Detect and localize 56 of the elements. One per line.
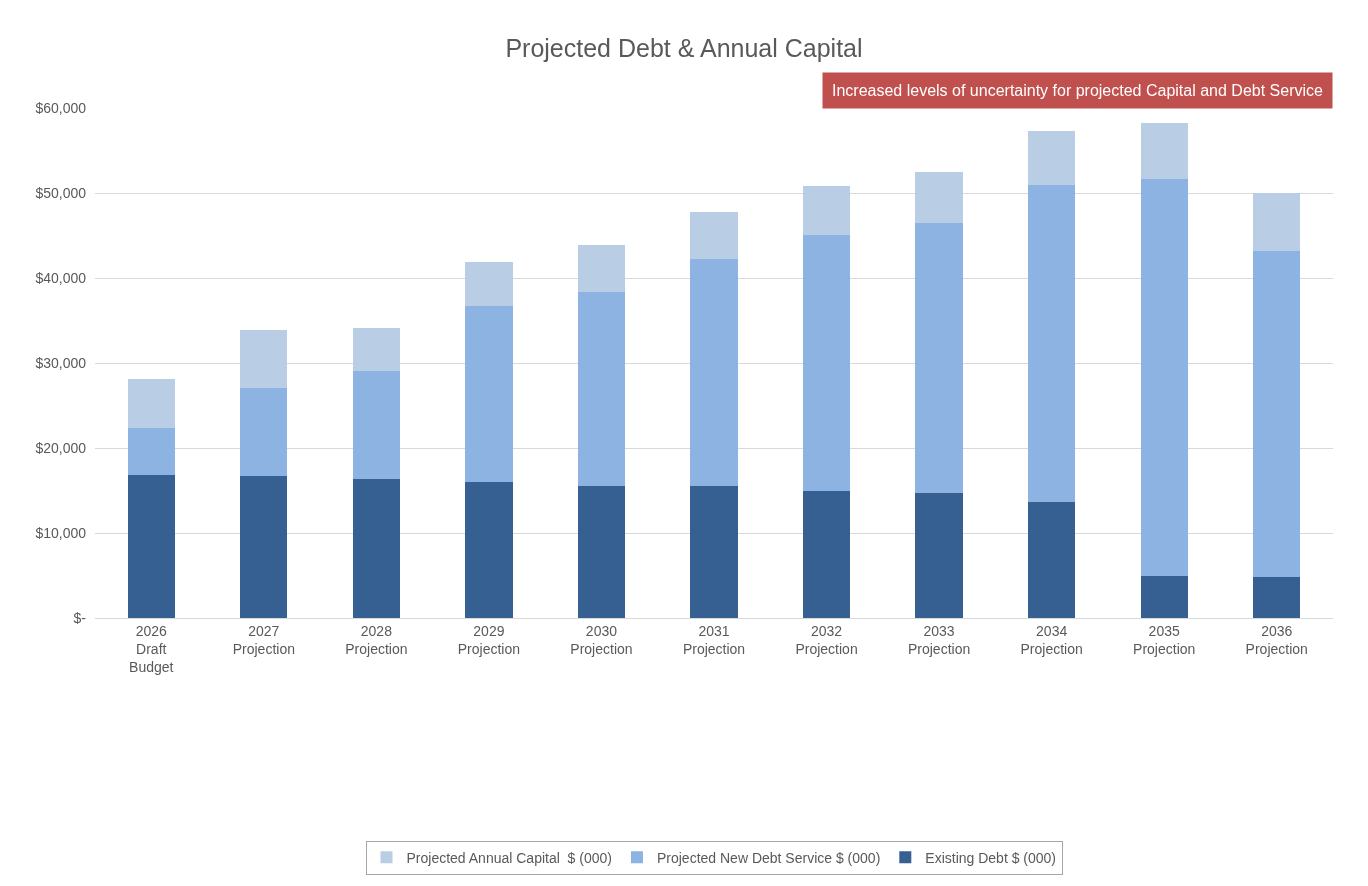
x-tick-label: 2028 Projection — [345, 622, 408, 657]
y-tick-label: $50,000 — [35, 184, 87, 201]
bar — [577, 291, 626, 487]
bar — [1140, 179, 1188, 577]
bar — [1140, 123, 1188, 180]
y-tick-label: $- — [73, 609, 87, 626]
bar — [577, 486, 626, 618]
bar — [915, 171, 963, 223]
y-tick-label: $40,000 — [35, 269, 87, 286]
bar — [127, 427, 175, 476]
x-tick-label: 2033 Projection — [907, 622, 971, 657]
bar — [802, 186, 851, 235]
y-tick-label: $10,000 — [35, 524, 87, 541]
bar — [465, 306, 513, 482]
x-tick-label: 2034 Projection — [1020, 622, 1083, 657]
bar — [240, 476, 288, 618]
bar — [465, 482, 513, 618]
bar — [690, 211, 738, 260]
x-tick-label: 2031 Projection — [682, 622, 746, 657]
x-tick-label: 2027 Projection — [232, 622, 295, 657]
y-tick-label: $60,000 — [35, 99, 87, 116]
x-tick-label: 2029 Projection — [457, 622, 521, 657]
bar — [465, 261, 513, 307]
y-tick-label: $30,000 — [35, 354, 87, 371]
x-tick-label: 2035 Projection — [1133, 622, 1196, 657]
bar — [352, 370, 400, 479]
bar — [352, 328, 400, 371]
bar — [352, 478, 400, 618]
x-tick-label: 2036 Projection — [1245, 622, 1308, 657]
bar — [802, 234, 851, 492]
x-tick-label: 2030 Projection — [570, 622, 633, 657]
bar — [1028, 130, 1076, 186]
bar — [240, 387, 288, 477]
bar — [577, 244, 626, 292]
legend-label: Projected New Debt Service $ (000) — [656, 849, 881, 866]
bar — [1253, 577, 1301, 618]
y-tick-label: $20,000 — [35, 439, 87, 456]
bar — [690, 486, 738, 618]
bar — [802, 491, 851, 618]
x-tick-label: 2032 Projection — [795, 622, 858, 657]
bar — [127, 475, 175, 618]
bar — [1028, 185, 1076, 503]
bar — [127, 379, 175, 428]
bar — [1028, 502, 1076, 618]
bar — [240, 329, 288, 388]
text: Increased levels of uncertainty for projected Capital and Debt Service — [832, 82, 1324, 99]
bar — [915, 493, 963, 618]
bar — [1140, 576, 1188, 618]
bar — [915, 222, 963, 494]
chart-title: Projected Debt & Annual Capital — [505, 34, 863, 63]
legend-label: Projected Annual Capital $ (000) — [406, 849, 612, 866]
legend-label: Existing Debt $ (000) — [925, 849, 1057, 866]
bar — [690, 259, 738, 487]
x-tick-label: 2026 Draft Budget — [129, 622, 174, 676]
bar — [1253, 250, 1301, 578]
bar — [1253, 193, 1301, 251]
